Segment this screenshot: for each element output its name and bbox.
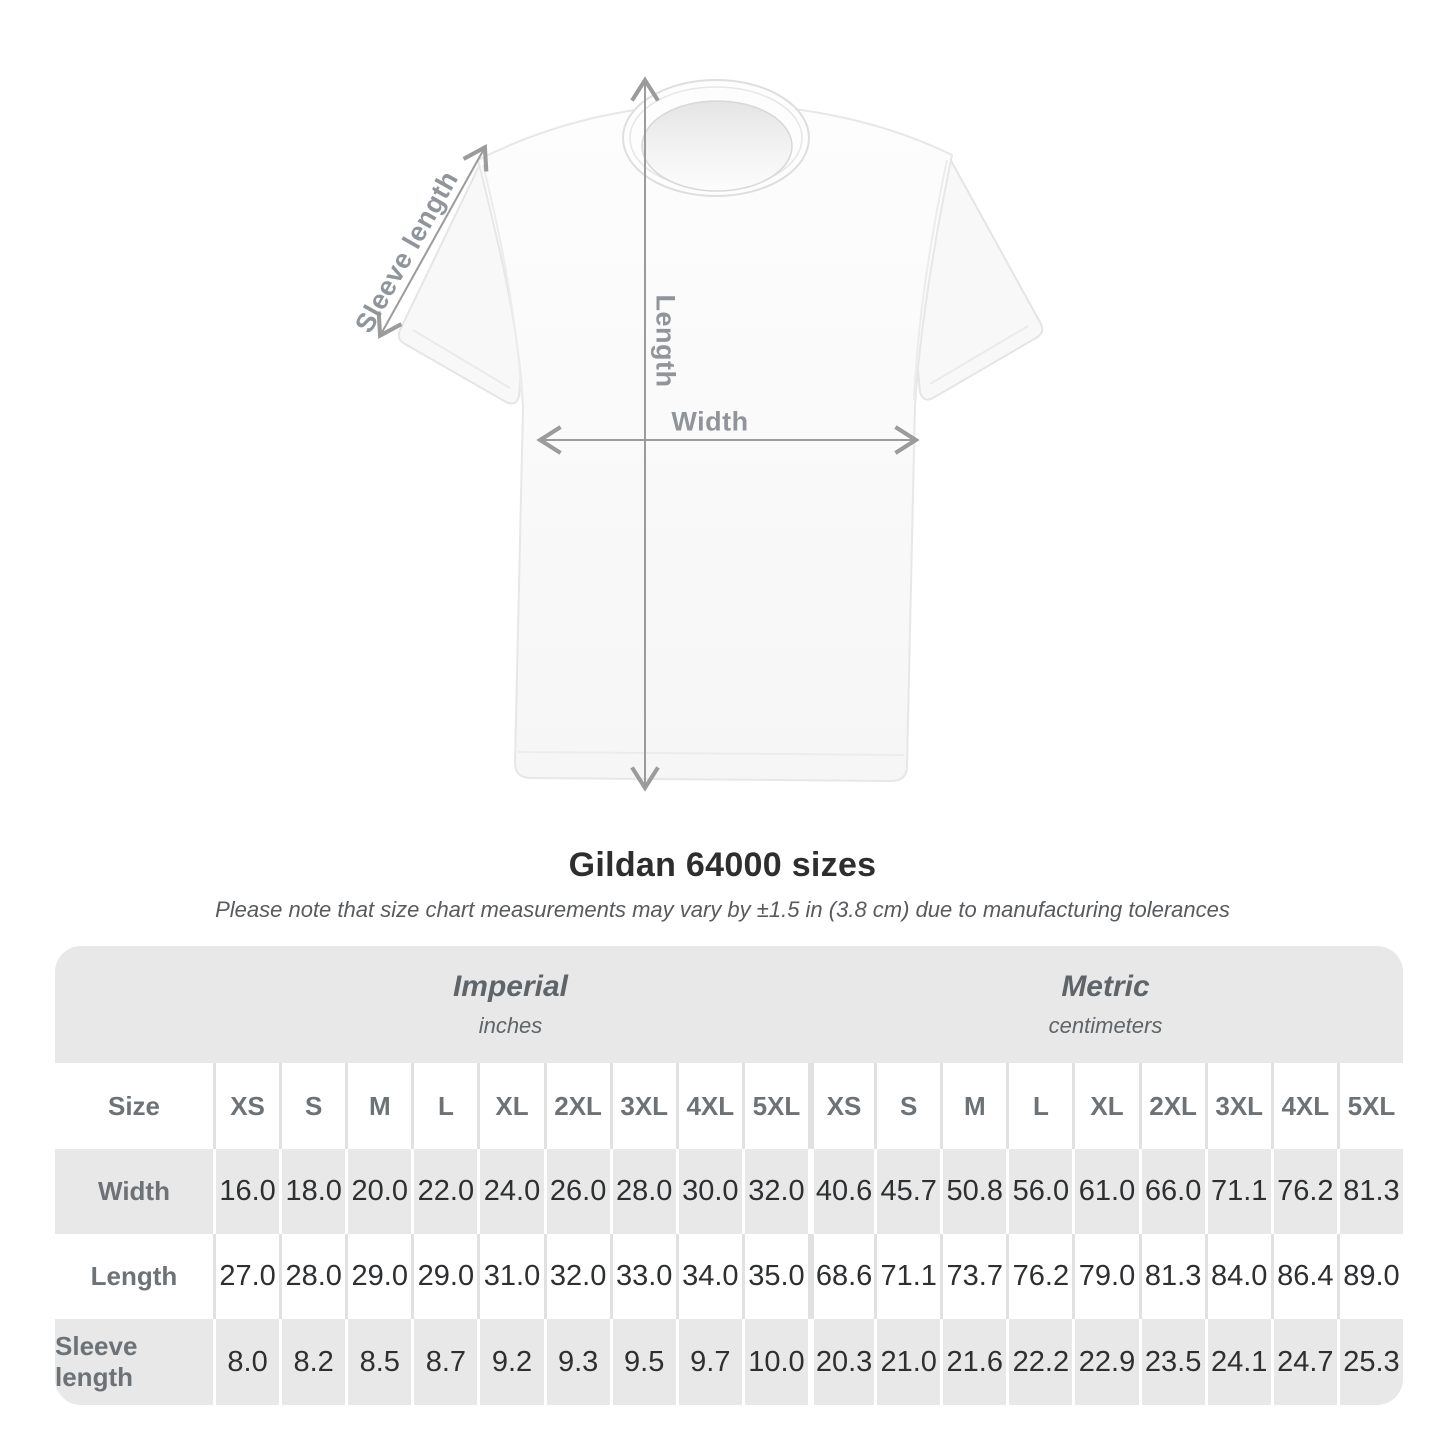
table-cell: 71.1 <box>874 1234 941 1319</box>
table-cell: 84.0 <box>1204 1234 1271 1319</box>
shirt-measurement-diagram: Sleeve length Length Width <box>0 0 1044 845</box>
imperial-unit: inches <box>478 1013 543 1038</box>
table-cell: 23.5 <box>1138 1319 1205 1405</box>
width-label: Width <box>671 406 749 437</box>
table-cell: 24.0 <box>477 1149 544 1234</box>
table-cell: 20.0 <box>345 1149 412 1234</box>
table-cell: 22.9 <box>1072 1319 1139 1405</box>
size-col-header: M <box>345 1063 412 1149</box>
size-col-header: XL <box>1072 1063 1139 1149</box>
size-table: Imperial inches Metric centimeters Size … <box>55 946 1403 1405</box>
table-cell: 24.7 <box>1270 1319 1337 1405</box>
size-col-header: 2XL <box>543 1063 610 1149</box>
tshirt-illustration <box>0 0 1044 845</box>
size-col-header: S <box>279 1063 346 1149</box>
collar-opening <box>641 100 793 192</box>
table-cell: 50.8 <box>940 1149 1007 1234</box>
imperial-group-header: Imperial inches <box>213 972 808 1037</box>
table-cell: 31.0 <box>477 1234 544 1319</box>
table-cell: 8.2 <box>279 1319 346 1405</box>
table-cell: 24.1 <box>1204 1319 1271 1405</box>
table-cell: 29.0 <box>411 1234 478 1319</box>
table-cell: 66.0 <box>1138 1149 1205 1234</box>
table-cell: 76.2 <box>1006 1234 1073 1319</box>
table-cell: 9.5 <box>609 1319 676 1405</box>
size-col-header: 4XL <box>1270 1063 1337 1149</box>
right-sleeve-hem-seam <box>929 325 1029 385</box>
tolerance-note: Please note that size chart measurements… <box>215 897 1230 922</box>
table-cell: 56.0 <box>1006 1149 1073 1234</box>
table-cell: 26.0 <box>543 1149 610 1234</box>
metric-group-header: Metric centimeters <box>808 972 1403 1037</box>
table-cell: 25.3 <box>1336 1319 1403 1405</box>
table-cell: 35.0 <box>741 1234 808 1319</box>
length-label: Length <box>650 294 681 388</box>
size-col-header: XS <box>213 1063 280 1149</box>
size-col-header: L <box>1006 1063 1073 1149</box>
table-cell: 8.0 <box>213 1319 280 1405</box>
table-cell: 21.6 <box>940 1319 1007 1405</box>
size-col-header: 2XL <box>1138 1063 1205 1149</box>
size-col-header: L <box>411 1063 478 1149</box>
table-cell: 8.5 <box>345 1319 412 1405</box>
table-cell: 9.7 <box>675 1319 742 1405</box>
bottom-hem-seam <box>517 751 905 756</box>
table-cell: 32.0 <box>741 1149 808 1234</box>
row-label: Length <box>55 1234 213 1319</box>
size-col-header: M <box>940 1063 1007 1149</box>
table-cell: 9.2 <box>477 1319 544 1405</box>
row-label: Width <box>55 1149 213 1234</box>
table-cell: 81.3 <box>1138 1234 1205 1319</box>
table-cell: 33.0 <box>609 1234 676 1319</box>
table-cell: 22.0 <box>411 1149 478 1234</box>
size-row-label: Size <box>55 1063 213 1149</box>
size-col-header: XS <box>808 1063 875 1149</box>
table-cell: 61.0 <box>1072 1149 1139 1234</box>
size-col-header: 3XL <box>609 1063 676 1149</box>
table-cell: 29.0 <box>345 1234 412 1319</box>
table-cell: 22.2 <box>1006 1319 1073 1405</box>
table-cell: 10.0 <box>741 1319 808 1405</box>
table-cell: 89.0 <box>1336 1234 1403 1319</box>
left-armhole-seam <box>482 164 523 401</box>
table-cell: 79.0 <box>1072 1234 1139 1319</box>
table-cell: 40.6 <box>808 1149 875 1234</box>
table-cell: 20.3 <box>808 1319 875 1405</box>
table-cell: 8.7 <box>411 1319 478 1405</box>
right-armhole-seam <box>913 159 948 401</box>
table-cell: 81.3 <box>1336 1149 1403 1234</box>
size-col-header: 5XL <box>741 1063 808 1149</box>
table-cell: 30.0 <box>675 1149 742 1234</box>
table-cell: 21.0 <box>874 1319 941 1405</box>
sleeve-length-arrow <box>381 149 484 334</box>
table-cell: 68.6 <box>808 1234 875 1319</box>
metric-unit: centimeters <box>1048 1013 1163 1038</box>
table-cell: 27.0 <box>213 1234 280 1319</box>
table-cell: 73.7 <box>940 1234 1007 1319</box>
table-cell: 32.0 <box>543 1234 610 1319</box>
table-cell: 9.3 <box>543 1319 610 1405</box>
page-title: Gildan 64000 sizes <box>568 846 877 884</box>
shirt-body <box>476 102 954 783</box>
table-cell: 71.1 <box>1204 1149 1271 1234</box>
imperial-label: Imperial <box>452 970 569 1003</box>
table-cell: 18.0 <box>279 1149 346 1234</box>
size-col-header: 5XL <box>1336 1063 1403 1149</box>
table-cell: 28.0 <box>279 1234 346 1319</box>
size-col-header: S <box>874 1063 941 1149</box>
table-cell: 45.7 <box>874 1149 941 1234</box>
table-cell: 86.4 <box>1270 1234 1337 1319</box>
left-sleeve-hem-seam <box>412 329 511 389</box>
size-col-header: 4XL <box>675 1063 742 1149</box>
table-cell: 34.0 <box>675 1234 742 1319</box>
table-header-band: Imperial inches Metric centimeters <box>55 946 1403 1063</box>
table-cell: 28.0 <box>609 1149 676 1234</box>
size-col-header: 3XL <box>1204 1063 1271 1149</box>
metric-label: Metric <box>1061 970 1150 1003</box>
table-cell: 76.2 <box>1270 1149 1337 1234</box>
row-label: Sleeve length <box>55 1319 213 1405</box>
table-cell: 16.0 <box>213 1149 280 1234</box>
size-col-header: XL <box>477 1063 544 1149</box>
